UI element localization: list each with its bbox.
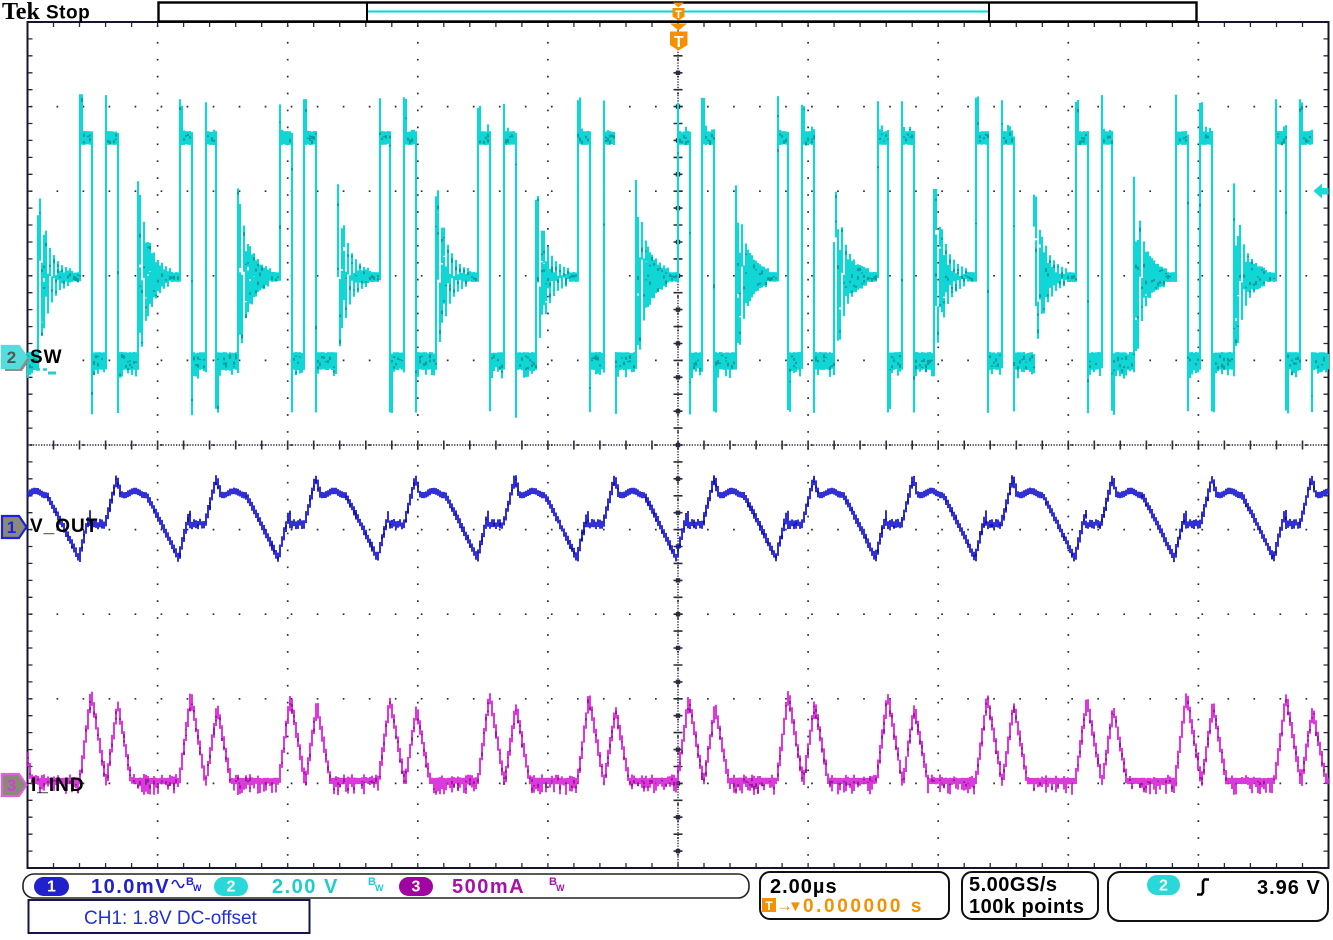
svg-text:W: W (556, 883, 565, 893)
svg-text:→: → (776, 896, 793, 915)
svg-text:100k points: 100k points (969, 896, 1085, 918)
svg-text:T: T (765, 899, 773, 913)
svg-text:3: 3 (412, 879, 421, 896)
svg-text:▼: ▼ (788, 898, 803, 915)
svg-text:2.00µs: 2.00µs (770, 876, 838, 898)
svg-text:T: T (674, 34, 684, 51)
svg-text:3.96 V: 3.96 V (1257, 877, 1321, 899)
svg-text:B: B (368, 876, 376, 888)
svg-text:B: B (186, 876, 194, 888)
svg-text:W: W (375, 883, 384, 893)
svg-text:W: W (193, 883, 202, 893)
svg-text:B: B (549, 876, 557, 888)
svg-text:Tek: Tek (2, 0, 40, 25)
svg-text:V_OUT: V_OUT (30, 516, 98, 537)
svg-text:2: 2 (227, 879, 236, 896)
svg-text:500mA: 500mA (452, 876, 525, 898)
svg-text:Stop: Stop (46, 3, 90, 24)
svg-text:5.00GS/s: 5.00GS/s (969, 874, 1058, 896)
svg-text:CH1: 1.8V DC-offset: CH1: 1.8V DC-offset (84, 908, 258, 929)
svg-text:T: T (675, 9, 682, 21)
svg-text:0.000000 s: 0.000000 s (803, 896, 924, 917)
svg-text:I_IND: I_IND (31, 775, 85, 796)
svg-text:2: 2 (1159, 878, 1168, 895)
svg-text:2.00 V: 2.00 V (272, 876, 339, 898)
svg-text:3: 3 (7, 776, 16, 795)
svg-text:2: 2 (7, 348, 16, 367)
svg-text:10.0mV: 10.0mV (91, 876, 170, 898)
svg-text:1: 1 (47, 879, 56, 896)
svg-text:SW: SW (30, 347, 63, 368)
svg-text:1: 1 (7, 518, 16, 537)
